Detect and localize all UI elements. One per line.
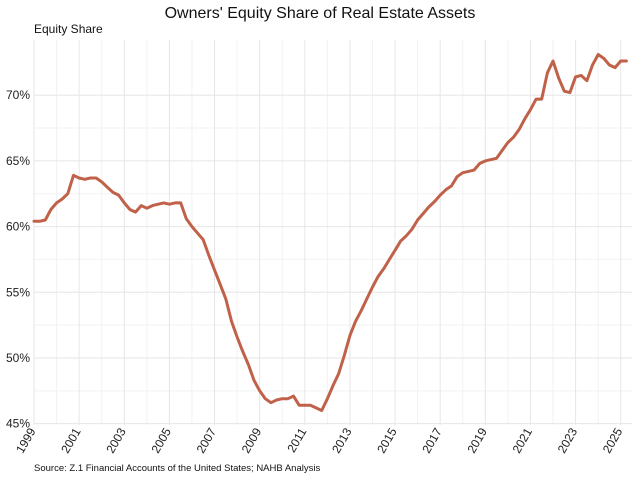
x-tick-label: 2015 [374,425,400,455]
y-tick-label: 60% [6,220,30,234]
x-tick-label: 2007 [194,425,220,455]
y-tick-label: 50% [6,351,30,365]
x-tick-label: 2003 [103,425,129,455]
x-tick-label: 2021 [510,425,536,455]
x-tick-label: 2025 [600,425,626,455]
series-line-equity-share [32,53,628,412]
grid [33,40,632,425]
x-tick-label: 2005 [149,425,175,455]
chart-title: Owners' Equity Share of Real Estate Asse… [164,5,476,22]
x-tick-label: 2019 [464,425,490,455]
x-tick-label: 2001 [58,425,84,455]
y-tick-label: 65% [6,154,30,168]
x-tick-label: 2013 [329,425,355,455]
x-tick-label: 2011 [284,425,309,455]
x-tick-label: 2017 [419,425,445,455]
series-layer [32,53,628,412]
x-tick-label: 2009 [239,425,265,455]
y-tick-label: 55% [6,285,30,299]
x-tick-label: 2023 [555,425,581,455]
y-tick-label: 45% [6,417,30,431]
y-tick-label: 70% [6,88,30,102]
source-note: Source: Z.1 Financial Accounts of the Un… [34,463,321,474]
y-axis-title: Equity Share [34,22,103,36]
y-axis-ticks: 45% 50% 55% 60% 65% 70% [6,88,30,430]
x-axis-ticks: 1999 2001 2003 2005 2007 2009 2011 2013 2015 2017… [13,425,625,455]
